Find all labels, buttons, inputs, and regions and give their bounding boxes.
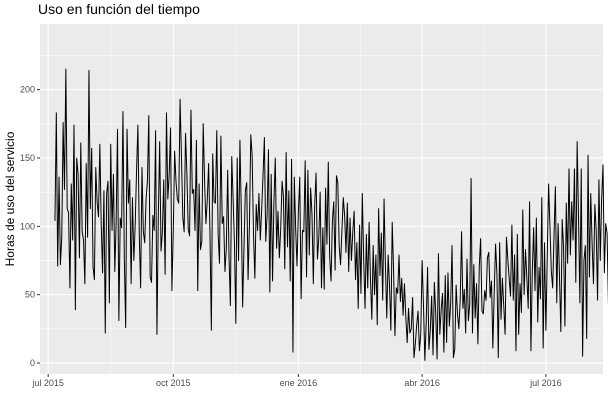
x-tick-label: oct 2015 <box>156 378 191 388</box>
usage-series-line <box>54 68 608 361</box>
x-axis: jul 2015 oct 2015 ene 2016 abr 2016 jul 2016 <box>31 374 562 388</box>
y-axis: 0 50 100 150 200 <box>20 85 40 368</box>
chart-title: Uso en función del tiempo <box>38 1 200 17</box>
x-tick-label: abr 2016 <box>404 378 440 388</box>
plot-panel <box>40 24 603 374</box>
x-tick-label: jul 2016 <box>529 378 562 388</box>
y-tick-label: 150 <box>20 153 35 163</box>
y-tick-label: 0 <box>30 358 35 368</box>
x-tick-label: ene 2016 <box>280 378 318 388</box>
y-tick-label: 50 <box>25 290 35 300</box>
y-tick-label: 200 <box>20 85 35 95</box>
y-tick-label: 100 <box>20 221 35 231</box>
x-tick-label: jul 2015 <box>31 378 64 388</box>
y-axis-title: Horas de uso del servicio <box>3 131 17 266</box>
